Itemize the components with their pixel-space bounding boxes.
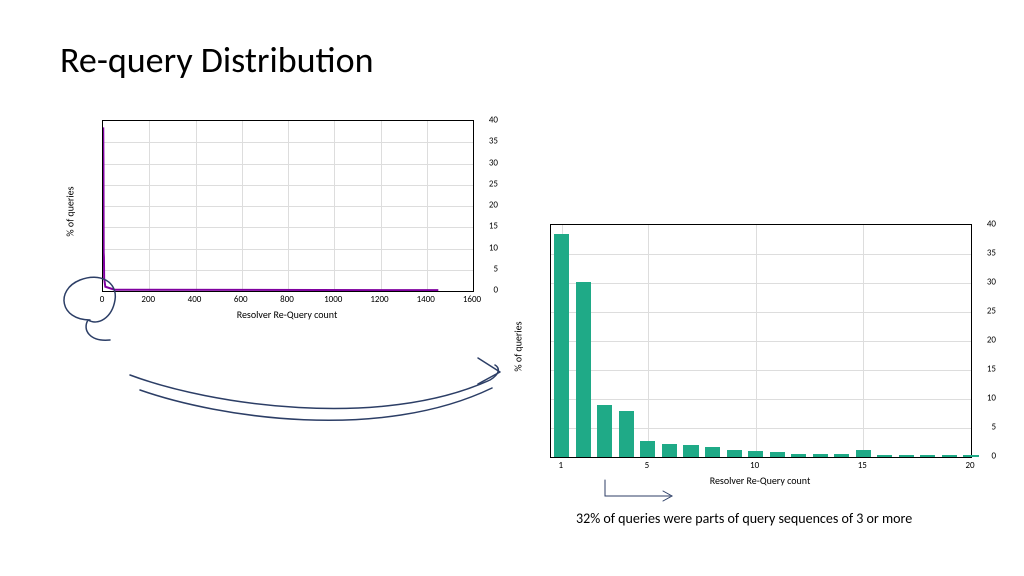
grid-line xyxy=(551,341,971,342)
y-tick-label: 5 xyxy=(458,263,498,274)
y-axis-label: % of queries xyxy=(512,321,525,371)
x-tick-label: 600 xyxy=(234,294,248,305)
bar xyxy=(597,405,612,457)
y-tick-label: 30 xyxy=(950,277,996,288)
x-tick-label: 400 xyxy=(188,294,202,305)
grid-line xyxy=(551,254,971,255)
y-tick-label: 35 xyxy=(458,136,498,147)
bar xyxy=(576,282,591,457)
bar xyxy=(554,234,569,457)
y-tick-label: 0 xyxy=(458,285,498,296)
y-tick-label: 10 xyxy=(950,393,996,404)
chart1-plot-area xyxy=(102,120,474,292)
y-axis-label: % of queries xyxy=(64,186,77,236)
x-axis-label: Resolver Re-Query count xyxy=(237,308,338,321)
bar xyxy=(640,441,655,457)
x-tick-label: 1200 xyxy=(370,294,388,305)
x-tick-label: 15 xyxy=(858,460,867,471)
bar xyxy=(619,411,634,457)
bar xyxy=(877,455,892,457)
bar xyxy=(705,447,720,457)
x-tick-label: 1600 xyxy=(463,294,481,305)
x-tick-label: 1400 xyxy=(417,294,435,305)
bar xyxy=(748,451,763,457)
y-tick-label: 20 xyxy=(950,335,996,346)
grid-line xyxy=(551,399,971,400)
y-tick-label: 15 xyxy=(458,221,498,232)
y-tick-label: 25 xyxy=(950,306,996,317)
x-axis-label: Resolver Re-Query count xyxy=(710,474,811,487)
bar xyxy=(770,452,785,457)
x-tick-label: 10 xyxy=(750,460,759,471)
grid-line xyxy=(551,428,971,429)
slide-title: Re-query Distribution xyxy=(60,38,374,82)
bar xyxy=(899,455,914,457)
y-tick-label: 40 xyxy=(950,219,996,230)
x-tick-label: 1 xyxy=(558,460,563,471)
x-tick-label: 5 xyxy=(645,460,650,471)
line-series xyxy=(103,121,473,291)
y-tick-label: 10 xyxy=(458,242,498,253)
x-tick-label: 0 xyxy=(100,294,105,305)
bar xyxy=(791,454,806,457)
chart2-plot-area xyxy=(550,224,972,458)
x-tick-label: 800 xyxy=(280,294,294,305)
bar xyxy=(662,444,677,457)
y-tick-label: 35 xyxy=(950,248,996,259)
bar xyxy=(683,445,698,457)
grid-line xyxy=(551,312,971,313)
y-tick-label: 15 xyxy=(950,364,996,375)
chart-requery-zoomed: 151015200510152025303540Resolver Re-Quer… xyxy=(500,218,1000,496)
grid-line xyxy=(551,370,971,371)
grid-line xyxy=(551,283,971,284)
bar xyxy=(834,454,849,457)
chart-requery-full-range: 0200400600800100012001400160005101520253… xyxy=(58,114,502,330)
y-tick-label: 20 xyxy=(458,200,498,211)
y-tick-label: 25 xyxy=(458,178,498,189)
y-tick-label: 0 xyxy=(950,451,996,462)
bar xyxy=(813,454,828,457)
y-tick-label: 40 xyxy=(458,115,498,126)
x-tick-label: 1000 xyxy=(324,294,342,305)
bar xyxy=(856,450,871,457)
bar xyxy=(920,455,935,457)
x-tick-label: 20 xyxy=(965,460,974,471)
x-tick-label: 200 xyxy=(141,294,155,305)
y-tick-label: 5 xyxy=(950,422,996,433)
y-tick-label: 30 xyxy=(458,157,498,168)
caption-text: 32% of queries were parts of query seque… xyxy=(576,510,912,527)
bar xyxy=(727,450,742,457)
